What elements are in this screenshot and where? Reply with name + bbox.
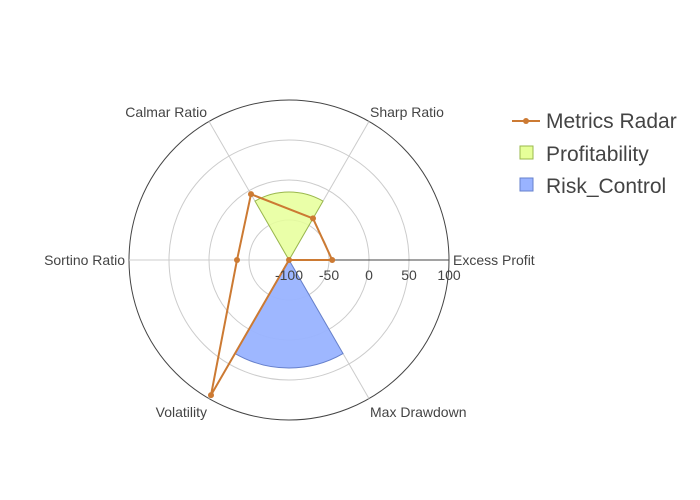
data-point-sharp-ratio[interactable] (310, 215, 316, 222)
axis-label-sharp-ratio: Sharp Ratio (370, 104, 444, 120)
radial-tick-label: 0 (365, 267, 373, 283)
axis-label-excess-profit: Excess Profit (453, 252, 535, 268)
legend-item-risk-control[interactable]: Risk_Control (519, 175, 666, 198)
legend-label-metrics-radar: Metrics Radar (546, 110, 677, 133)
data-point-max-drawdown[interactable] (286, 257, 292, 263)
data-point-sortino-ratio[interactable] (234, 257, 240, 263)
legend-item-profitability[interactable]: Profitability (519, 143, 649, 166)
legend: Metrics Radar Profitability Risk_Control (512, 110, 677, 198)
radial-tick-label: 100 (437, 267, 461, 283)
legend-swatch-profitability (519, 145, 534, 160)
area-risk-control (234, 258, 344, 369)
axis-label-calmar-ratio: Calmar Ratio (125, 104, 207, 120)
legend-item-metrics-radar[interactable]: Metrics Radar (512, 110, 677, 133)
radial-tick-label: -100 (275, 267, 303, 283)
data-point-volatility[interactable] (208, 392, 214, 399)
axis-label-max-drawdown: Max Drawdown (370, 404, 466, 420)
radial-tick-label: 50 (401, 267, 417, 283)
data-point-calmar-ratio[interactable] (248, 191, 254, 198)
legend-marker-swatch (523, 118, 529, 124)
radar-line-series (208, 191, 336, 399)
radar-areas (234, 191, 344, 369)
legend-label-profitability: Profitability (546, 143, 649, 166)
data-point-excess-profit[interactable] (329, 257, 336, 263)
axis-label-sortino-ratio: Sortino Ratio (44, 252, 125, 268)
legend-swatch-risk-control (519, 177, 534, 192)
radial-tick-labels: -100 -50 0 50 100 (275, 267, 461, 283)
area-profitability (254, 191, 324, 262)
axis-label-volatility: Volatility (156, 404, 207, 420)
legend-label-risk-control: Risk_Control (546, 175, 666, 198)
radial-tick-label: -50 (319, 267, 339, 283)
radar-axis-labels: Excess Profit Sharp Ratio Calmar Ratio Sort… (44, 104, 535, 420)
